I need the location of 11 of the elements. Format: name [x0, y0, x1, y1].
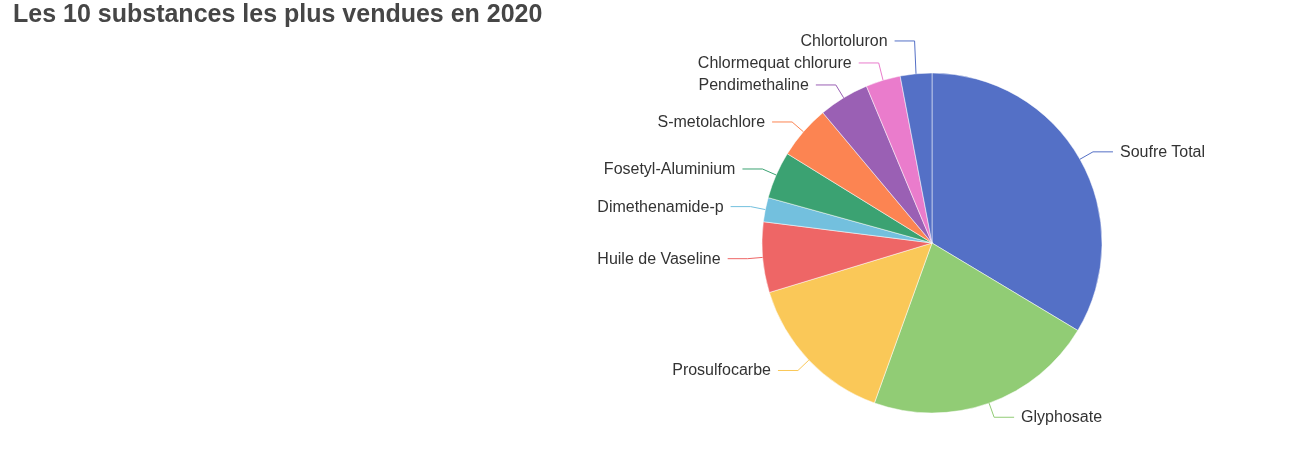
slice-label: Glyphosate [1021, 408, 1103, 426]
slice-label: Dimethenamide-p [597, 197, 724, 215]
slice-label: Chlormequat chlorure [697, 53, 852, 71]
slice-label: Prosulfocarbe [672, 361, 772, 379]
slice-label: Huile de Vaseline [597, 249, 721, 267]
slice-label: Fosetyl-Aluminium [603, 159, 736, 177]
slice-label: Soufre Total [1119, 142, 1206, 160]
slice-label: Pendimethaline [698, 75, 809, 93]
slice-label: Chlortoluron [800, 31, 888, 49]
text: Les 10 substances les plus vendues en 2020 [13, 0, 543, 27]
slice-label: S-metolachlore [657, 112, 766, 130]
